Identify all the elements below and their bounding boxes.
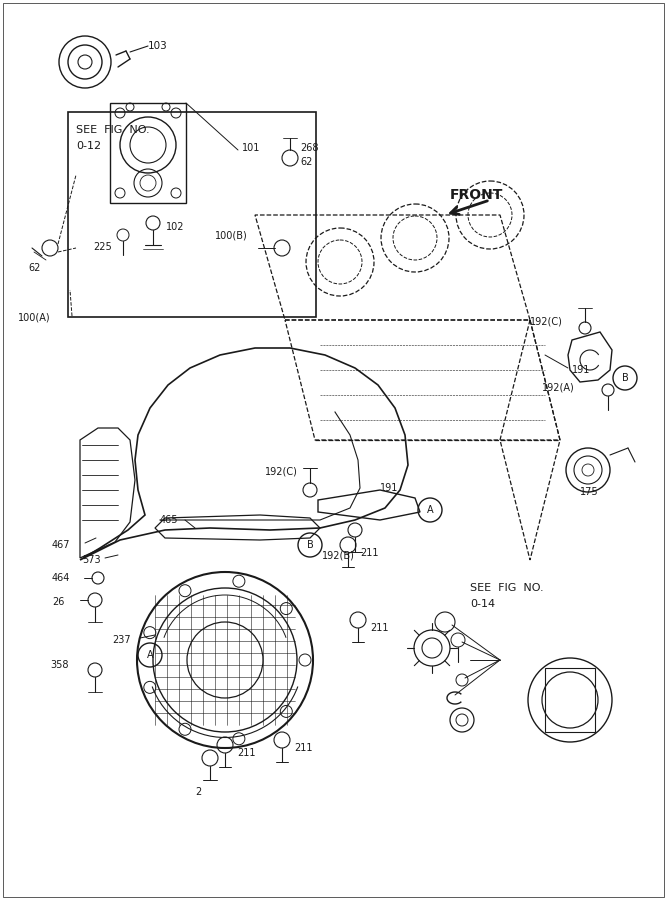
Text: 191: 191 bbox=[380, 483, 398, 493]
Text: A: A bbox=[427, 505, 434, 515]
Text: 101: 101 bbox=[242, 143, 260, 153]
Text: 211: 211 bbox=[370, 623, 388, 633]
Text: 192(A): 192(A) bbox=[542, 383, 575, 393]
Text: 192(B): 192(B) bbox=[321, 551, 354, 561]
Text: 62: 62 bbox=[28, 263, 41, 273]
Text: 358: 358 bbox=[50, 660, 69, 670]
Text: 192(C): 192(C) bbox=[265, 467, 298, 477]
Text: 0-12: 0-12 bbox=[76, 141, 101, 151]
Bar bbox=[68, 112, 316, 317]
Text: 211: 211 bbox=[294, 743, 313, 753]
Text: B: B bbox=[307, 540, 313, 550]
Text: 465: 465 bbox=[160, 515, 179, 525]
Text: 26: 26 bbox=[52, 597, 65, 607]
Text: 467: 467 bbox=[52, 540, 71, 550]
Text: 268: 268 bbox=[300, 143, 319, 153]
Text: SEE  FIG  NO.: SEE FIG NO. bbox=[470, 583, 544, 593]
Text: 573: 573 bbox=[82, 555, 101, 565]
Text: 2: 2 bbox=[195, 787, 201, 797]
Bar bbox=[545, 668, 595, 732]
Text: FRONT: FRONT bbox=[450, 188, 504, 202]
Text: 100(A): 100(A) bbox=[18, 313, 51, 323]
Text: 237: 237 bbox=[112, 635, 131, 645]
Text: 211: 211 bbox=[237, 748, 255, 758]
Text: A: A bbox=[147, 650, 153, 660]
Text: 175: 175 bbox=[580, 487, 598, 497]
Text: 464: 464 bbox=[52, 573, 71, 583]
Text: 192(C): 192(C) bbox=[530, 317, 563, 327]
Text: 225: 225 bbox=[93, 242, 112, 252]
Text: 103: 103 bbox=[148, 41, 167, 51]
Bar bbox=[110, 103, 186, 203]
Text: 100(B): 100(B) bbox=[215, 230, 248, 240]
Text: 0-14: 0-14 bbox=[470, 599, 495, 609]
Text: 62: 62 bbox=[300, 157, 312, 167]
Text: 211: 211 bbox=[360, 548, 378, 558]
Text: 102: 102 bbox=[166, 222, 185, 232]
Text: SEE  FIG  NO.: SEE FIG NO. bbox=[76, 125, 149, 135]
Text: B: B bbox=[622, 373, 628, 383]
Text: 191: 191 bbox=[572, 365, 590, 375]
